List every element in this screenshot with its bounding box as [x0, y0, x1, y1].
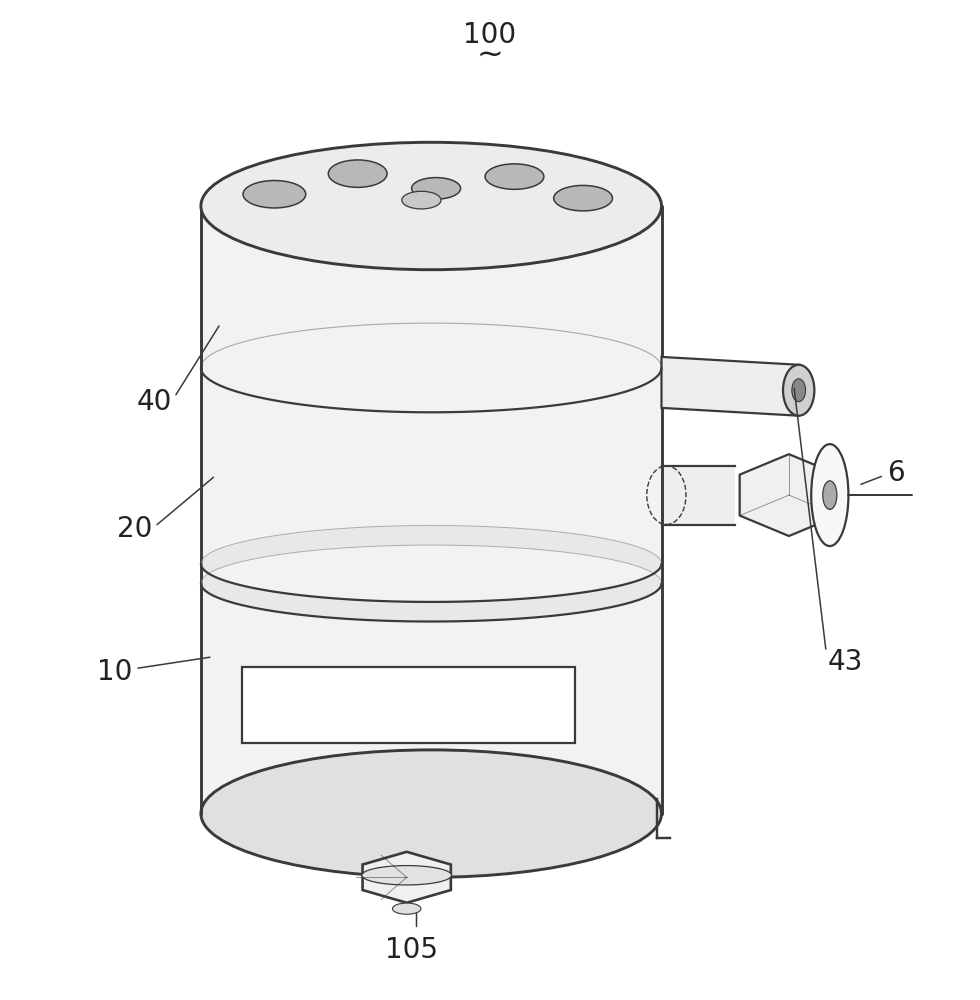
Text: 20: 20 [117, 515, 152, 543]
Ellipse shape [201, 750, 662, 877]
Text: 40: 40 [136, 388, 171, 416]
Ellipse shape [243, 181, 306, 208]
Ellipse shape [402, 191, 441, 209]
Ellipse shape [823, 481, 837, 509]
Polygon shape [201, 206, 662, 814]
Text: 43: 43 [828, 648, 863, 676]
Ellipse shape [811, 444, 849, 546]
Ellipse shape [554, 185, 612, 211]
FancyBboxPatch shape [242, 667, 575, 743]
Polygon shape [363, 852, 451, 903]
Ellipse shape [328, 160, 387, 187]
Polygon shape [662, 357, 799, 416]
Ellipse shape [792, 379, 806, 402]
Ellipse shape [392, 903, 421, 914]
Polygon shape [740, 454, 838, 536]
Text: 105: 105 [385, 936, 438, 964]
Text: 6: 6 [887, 459, 905, 487]
Ellipse shape [201, 142, 662, 270]
Polygon shape [662, 466, 735, 524]
Text: 100: 100 [464, 21, 516, 49]
Ellipse shape [412, 178, 461, 199]
Ellipse shape [485, 164, 544, 189]
Text: ~: ~ [476, 41, 504, 72]
Text: 10: 10 [97, 658, 132, 686]
Polygon shape [201, 525, 662, 622]
Ellipse shape [783, 365, 814, 416]
Ellipse shape [362, 866, 452, 885]
